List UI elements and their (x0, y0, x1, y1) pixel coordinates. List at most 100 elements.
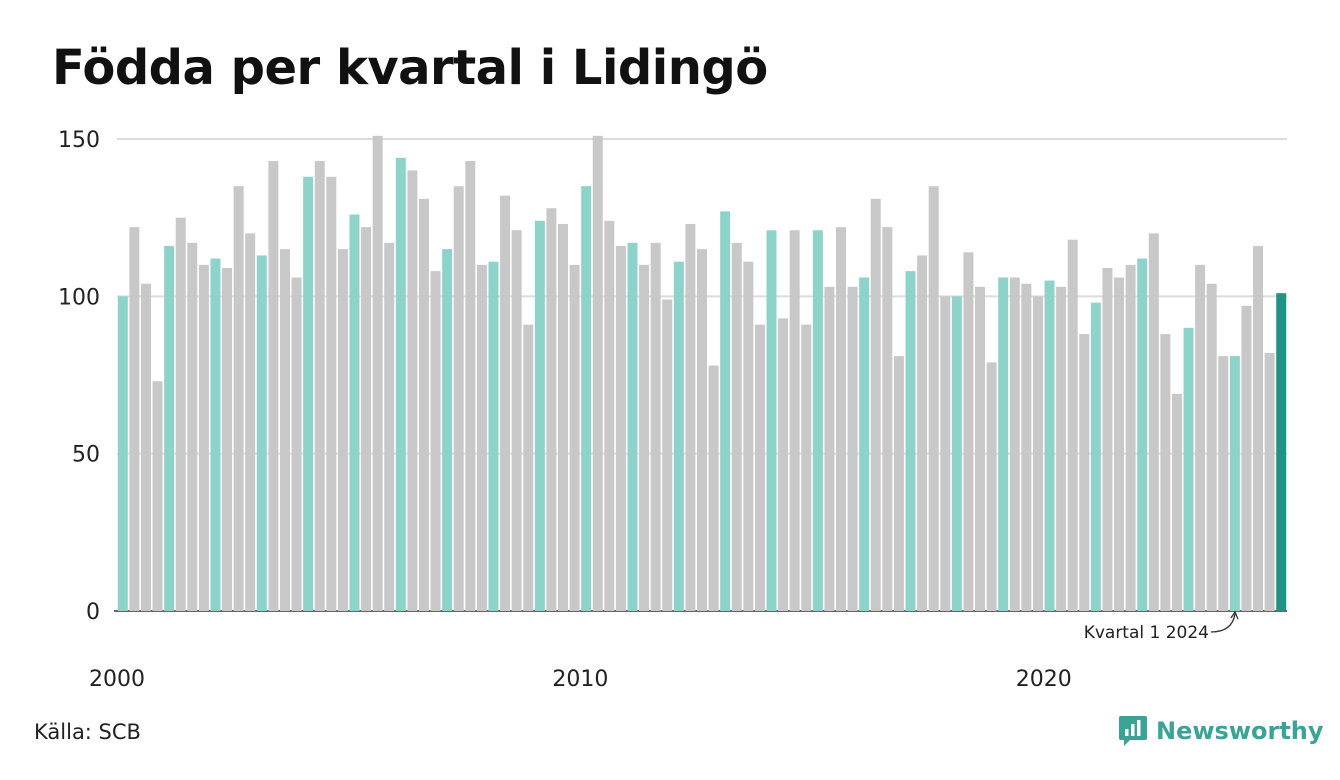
newsworthy-logo-icon (1119, 716, 1147, 746)
page-title: Födda per kvartal i Lidingö (52, 40, 768, 96)
y-tick-label: 0 (86, 600, 100, 625)
bar (708, 365, 719, 611)
bar (314, 161, 325, 611)
bar (222, 268, 233, 611)
bar (917, 255, 928, 611)
bar (465, 161, 476, 611)
bar (627, 242, 638, 611)
bar (743, 261, 754, 611)
bar (720, 211, 731, 611)
bar (569, 264, 580, 611)
bar (685, 223, 696, 611)
brand-logo[interactable]: Newsworthy (1118, 714, 1324, 748)
bar (233, 186, 244, 611)
bar (523, 324, 534, 611)
bar (372, 135, 383, 611)
bar (279, 249, 290, 611)
bar (511, 230, 522, 611)
annotation-label: Kvartal 1 2024 (1084, 623, 1209, 643)
source-note: Källa: SCB (34, 720, 141, 744)
bar (268, 161, 279, 611)
bar (164, 245, 175, 612)
bar (1195, 264, 1206, 611)
bar (1183, 327, 1194, 611)
bar (384, 242, 395, 611)
bar (778, 318, 789, 611)
annotation-arrowhead (1230, 610, 1239, 620)
latest-quarter-annotation: Kvartal 1 2024 (1084, 610, 1239, 643)
x-tick-label: 2020 (1016, 667, 1072, 692)
bar (256, 255, 267, 611)
bar (1241, 305, 1252, 611)
bar (1114, 277, 1125, 611)
bar (604, 220, 615, 611)
bar (291, 277, 302, 611)
bar (951, 296, 962, 611)
bar (986, 362, 997, 611)
bar (673, 261, 684, 611)
bar (1032, 296, 1043, 611)
bar (859, 277, 870, 611)
bar (488, 261, 499, 611)
bar (245, 233, 256, 611)
bar (187, 242, 198, 611)
bar (882, 227, 893, 612)
bar (476, 264, 487, 611)
bar (1079, 334, 1090, 611)
bar (766, 230, 777, 611)
bar (1148, 233, 1159, 611)
bar (1137, 258, 1148, 611)
bar (1009, 277, 1020, 611)
bar (697, 249, 707, 611)
bar (1090, 302, 1101, 611)
bar (789, 230, 800, 611)
bar (1276, 293, 1287, 611)
bar (500, 195, 511, 611)
y-tick-label: 100 (58, 285, 100, 310)
bar (117, 296, 128, 611)
bar (1102, 268, 1113, 611)
bar (1021, 283, 1032, 611)
bar-chart: 0 50 100 150 2000 2010 2020 Kvartal 1 2024 (58, 128, 1287, 692)
bar (326, 176, 337, 611)
bar (418, 198, 429, 612)
bar (639, 264, 650, 611)
x-tick-label: 2000 (89, 667, 145, 692)
bar (198, 264, 209, 611)
bar (337, 249, 348, 611)
bar (847, 286, 858, 611)
bar (1206, 283, 1217, 611)
bar (453, 186, 464, 611)
bar (940, 296, 951, 611)
bar (395, 157, 406, 611)
bar (963, 252, 974, 611)
bar (1160, 334, 1171, 611)
bar (893, 356, 904, 611)
bar (1229, 356, 1240, 611)
bar (152, 381, 163, 611)
annotation-arrow (1210, 613, 1236, 633)
brand-name: Newsworthy (1156, 717, 1324, 745)
bar (824, 286, 835, 611)
bar (928, 186, 939, 611)
bar (615, 245, 626, 612)
x-axis-labels: 2000 2010 2020 (89, 667, 1072, 692)
bar (812, 230, 823, 611)
y-tick-label: 50 (72, 443, 100, 468)
bar (662, 299, 673, 611)
bar (975, 286, 986, 611)
bar (581, 186, 592, 611)
bar (1044, 280, 1055, 611)
bar (210, 258, 221, 611)
bar (998, 277, 1009, 611)
bar (1125, 264, 1136, 611)
y-tick-label: 150 (58, 128, 100, 153)
bar (870, 198, 881, 612)
bar (361, 227, 372, 612)
bar (1056, 286, 1067, 611)
bar (140, 283, 151, 611)
bar (1253, 245, 1264, 612)
bar (1264, 352, 1275, 611)
bar (650, 242, 661, 611)
bar (175, 217, 186, 612)
